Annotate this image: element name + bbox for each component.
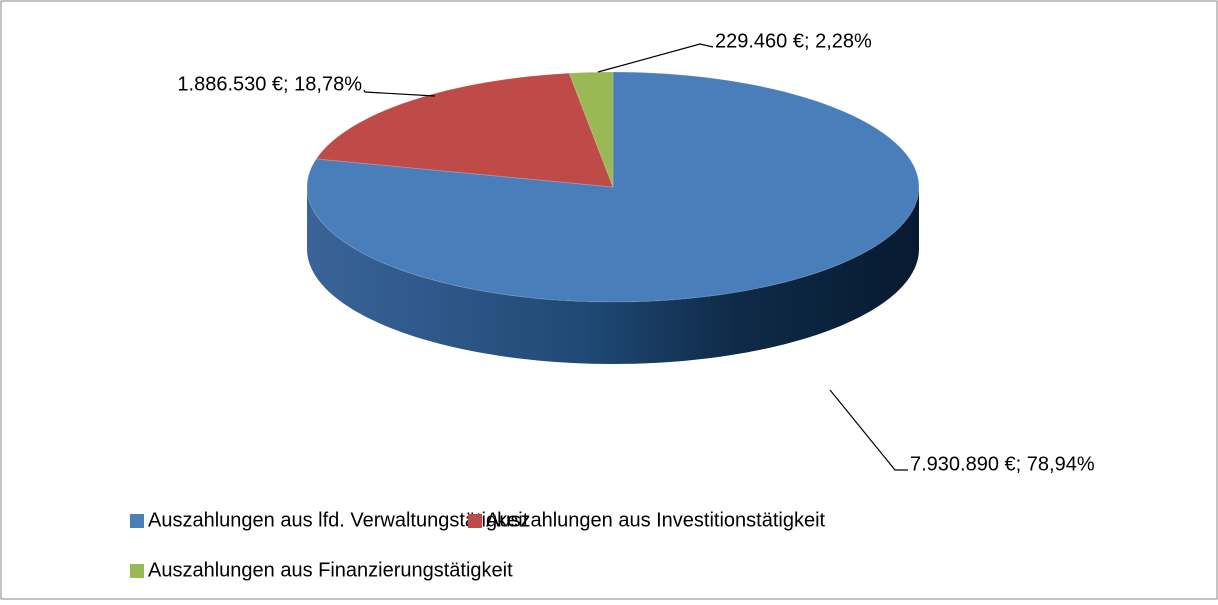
leader-line	[597, 43, 714, 73]
legend-label: Auszahlungen aus Investitionstätigkeit	[486, 509, 826, 531]
pie-side	[307, 187, 919, 364]
legend-label: Auszahlungen aus lfd. Verwaltungstätigke…	[148, 509, 529, 531]
legend-swatch	[130, 564, 144, 578]
data-label: 229.460 €; 2,28%	[715, 30, 872, 52]
pie-slice	[315, 72, 614, 188]
pie-slice	[568, 71, 614, 188]
legend-swatch	[130, 514, 144, 528]
legend-label: Auszahlungen aus Finanzierungstätigkeit	[148, 559, 513, 581]
leader-line	[363, 89, 436, 97]
pie-slice	[306, 71, 920, 303]
leader-line	[829, 389, 908, 471]
legend-swatch	[468, 514, 482, 528]
data-label: 1.886.530 €; 18,78%	[177, 73, 362, 95]
data-label: 7.930.890 €; 78,94%	[910, 453, 1095, 475]
